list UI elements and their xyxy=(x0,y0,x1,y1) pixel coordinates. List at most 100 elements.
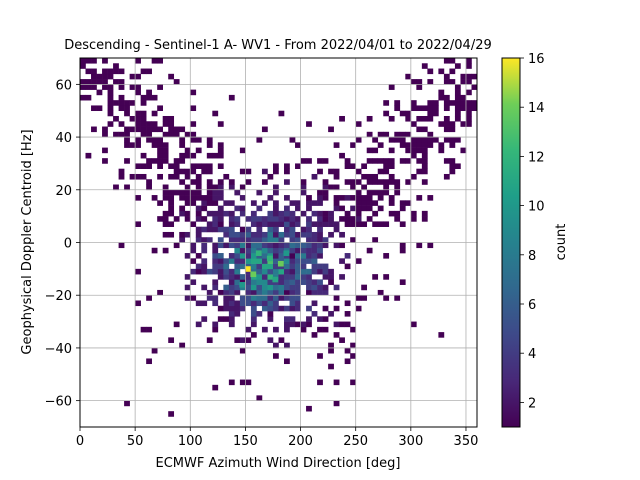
heatmap-cell xyxy=(217,226,224,233)
heatmap-cell xyxy=(344,358,351,365)
y-tick-label: −20 xyxy=(45,289,72,304)
heatmap-cell xyxy=(300,184,307,191)
heatmap-cell xyxy=(438,94,445,101)
heatmap-cell xyxy=(179,205,186,212)
heatmap-cell xyxy=(328,168,334,175)
heatmap-cell xyxy=(206,221,213,227)
heatmap-cell xyxy=(234,221,241,227)
heatmap-cell xyxy=(399,242,406,249)
heatmap-cell xyxy=(135,221,141,227)
heatmap-cell xyxy=(85,94,92,101)
heatmap-cell xyxy=(372,147,379,154)
heatmap-cell xyxy=(217,210,224,217)
heatmap-cell xyxy=(350,184,356,191)
heatmap-cell xyxy=(295,216,301,222)
heatmap-cell xyxy=(146,137,152,143)
heatmap-cell xyxy=(427,115,434,122)
heatmap-cell xyxy=(350,342,356,349)
heatmap-cell xyxy=(443,115,450,122)
heatmap-cell xyxy=(410,79,417,85)
heatmap-cell xyxy=(295,284,301,291)
heatmap-cell xyxy=(372,237,379,243)
colorbar-tick-label: 4 xyxy=(528,347,536,362)
heatmap-cell xyxy=(228,216,235,222)
heatmap-cell xyxy=(278,242,285,249)
heatmap-cell xyxy=(190,242,197,249)
heatmap-cell xyxy=(217,258,224,264)
heatmap-cell xyxy=(267,279,274,285)
heatmap-cell xyxy=(256,284,263,291)
x-tick-label: 300 xyxy=(398,434,423,449)
heatmap-cell xyxy=(217,242,224,249)
heatmap-cell xyxy=(278,221,285,227)
heatmap-cell xyxy=(438,68,445,75)
heatmap-cell xyxy=(102,68,108,75)
heatmap-cell xyxy=(234,258,241,264)
heatmap-cell xyxy=(388,84,395,90)
heatmap-cell xyxy=(228,184,235,191)
heatmap-cell xyxy=(245,379,252,386)
heatmap-cell xyxy=(250,253,257,259)
heatmap-cell xyxy=(261,237,268,243)
heatmap-cell xyxy=(157,216,163,222)
heatmap-cell xyxy=(295,200,301,206)
heatmap-cell xyxy=(333,305,340,312)
heatmap-cell xyxy=(256,258,263,264)
heatmap-cell xyxy=(372,274,379,280)
heatmap-cell xyxy=(135,195,141,201)
heatmap-cell xyxy=(311,258,318,264)
heatmap-cell xyxy=(388,210,395,217)
heatmap-cell xyxy=(212,258,219,264)
heatmap-cell xyxy=(267,242,274,249)
heatmap-cell xyxy=(317,195,323,201)
heatmap-cell xyxy=(366,195,373,201)
heatmap-cell xyxy=(135,137,141,143)
heatmap-cell xyxy=(284,205,290,212)
heatmap-cell xyxy=(432,137,439,143)
heatmap-cell xyxy=(245,237,252,243)
heatmap-cell xyxy=(217,268,224,275)
heatmap-cell xyxy=(195,216,202,222)
heatmap-cell xyxy=(289,289,296,296)
heatmap-cell xyxy=(245,274,252,280)
heatmap-cell xyxy=(328,274,334,280)
heatmap-cell xyxy=(355,200,362,206)
heatmap-cell xyxy=(284,305,290,312)
heatmap-cell xyxy=(217,179,224,185)
heatmap-cell xyxy=(239,210,246,217)
heatmap-cell xyxy=(344,163,351,169)
heatmap-cell xyxy=(361,295,368,301)
heatmap-cell xyxy=(162,231,169,238)
heatmap-cell xyxy=(383,168,390,175)
heatmap-cell xyxy=(157,163,163,169)
heatmap-cell xyxy=(306,247,312,254)
heatmap-cell xyxy=(394,105,401,112)
heatmap-cell xyxy=(300,158,307,164)
heatmap-cell xyxy=(289,263,296,270)
heatmap-cell xyxy=(129,126,136,133)
heatmap-cell xyxy=(284,326,290,333)
heatmap-cell xyxy=(377,168,384,175)
heatmap-cell xyxy=(311,263,318,270)
chart-title: Descending - Sentinel-1 A- WV1 - From 20… xyxy=(64,38,492,53)
heatmap-cell xyxy=(124,400,130,407)
heatmap-cell xyxy=(300,274,307,280)
heatmap-cell xyxy=(212,253,219,259)
colorbar: 2 4 6 8 10 12 14 16 count xyxy=(501,52,569,428)
heatmap-cell xyxy=(267,337,274,343)
heatmap-cell xyxy=(410,210,417,217)
heatmap-cell xyxy=(195,226,202,233)
heatmap-cell xyxy=(102,73,108,80)
heatmap-cell xyxy=(471,105,478,112)
heatmap-cell xyxy=(195,268,202,275)
heatmap-cell xyxy=(278,274,285,280)
heatmap-cell xyxy=(228,284,235,291)
heatmap-cell xyxy=(250,311,257,317)
heatmap-cell xyxy=(217,274,224,280)
heatmap-cell xyxy=(289,137,296,143)
heatmap-cell xyxy=(234,231,241,238)
heatmap-cell xyxy=(250,210,257,217)
heatmap-cell xyxy=(124,142,130,148)
heatmap-cell xyxy=(328,216,334,222)
heatmap-cell xyxy=(212,110,219,117)
